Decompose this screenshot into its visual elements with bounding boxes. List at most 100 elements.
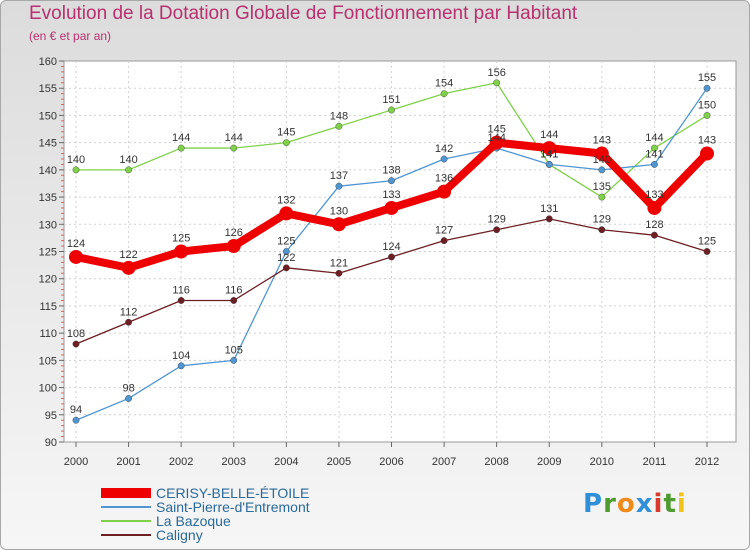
data-label-la-bazoque-2002: 144 [172,132,190,144]
y-tick-label-145: 145 [39,138,57,150]
data-label-cerisy-belle-etoile-2003: 126 [225,227,243,239]
point-la-bazoque-2001 [125,166,132,174]
point-caligny-2008 [493,226,501,234]
data-label-caligny-2009: 131 [540,203,558,215]
legend-label-caligny: Caligny [156,527,203,543]
point-la-bazoque-2000 [72,166,80,174]
data-label-saint-pierre-d-entremont-2006: 138 [382,165,400,177]
data-label-cerisy-belle-etoile-2006: 133 [382,189,400,201]
data-label-la-bazoque-2009: 141 [540,148,558,160]
point-caligny-2010 [598,226,606,234]
data-label-saint-pierre-d-entremont-2009: 141 [540,148,558,160]
point-saint-pierre-d-entremont-2000 [72,416,80,424]
chart-title: Evolution de la Dotation Globale de Fonc… [29,3,578,24]
x-tick-label-2008: 2008 [484,456,508,468]
x-tick-label-2001: 2001 [116,456,140,468]
point-caligny-2004 [282,264,290,272]
point-saint-pierre-d-entremont-2012 [703,84,711,92]
data-label-caligny-2003: 116 [225,284,243,296]
point-saint-pierre-d-entremont-2009 [545,161,553,168]
point-saint-pierre-d-entremont-2004 [282,248,290,255]
data-label-la-bazoque-2011: 144 [645,132,663,144]
data-label-cerisy-belle-etoile-2001: 122 [119,249,137,261]
proxiti-logo: Proxiti [583,489,687,519]
point-cerisy-belle-etoile-2001 [121,260,136,275]
data-label-cerisy-belle-etoile-2005: 130 [330,205,348,217]
logo-letter: o [616,489,636,519]
point-la-bazoque-2008 [493,79,501,87]
data-label-saint-pierre-d-entremont-2011: 141 [645,148,663,160]
point-cerisy-belle-etoile-2012 [700,146,714,161]
y-tick-label-105: 105 [39,355,57,367]
data-label-caligny-2000: 108 [67,328,85,340]
y-tick-label-120: 120 [39,274,57,286]
data-label-caligny-2008: 129 [487,214,505,226]
data-label-saint-pierre-d-entremont-2005: 137 [330,170,348,182]
x-tick-label-2007: 2007 [432,456,456,468]
point-cerisy-belle-etoile-2003 [226,239,241,254]
data-label-caligny-2004: 122 [277,252,295,264]
chart-subtitle: (en € et par an) [29,29,112,43]
y-tick-label-125: 125 [39,247,57,259]
point-cerisy-belle-etoile-2011 [647,200,662,215]
point-caligny-2000 [72,340,80,348]
data-label-caligny-2006: 124 [382,241,400,253]
point-la-bazoque-2003 [230,144,238,152]
point-cerisy-belle-etoile-2006 [384,200,399,215]
legend-swatch-caligny [101,534,151,536]
point-la-bazoque-2002 [177,144,185,152]
data-label-la-bazoque-2010: 135 [593,181,611,193]
data-label-caligny-2005: 121 [330,257,348,269]
point-saint-pierre-d-entremont-2005 [335,182,343,190]
y-tick-label-95: 95 [45,410,57,422]
data-label-la-bazoque-2008: 156 [487,67,505,79]
y-axis: 90 95 100 105 110 115 120 125 130 135 140 145 150 155… [39,56,64,449]
point-la-bazoque-2012 [703,112,711,119]
data-label-la-bazoque-2012: 150 [698,99,716,111]
point-saint-pierre-d-entremont-2001 [125,395,132,402]
data-label-caligny-2007: 127 [435,225,453,237]
legend-swatch-la-bazoque [101,520,151,522]
logo-letter: P [583,489,604,519]
legend-label-saint-pierre-d-entremont: Saint-Pierre-d'Entremont [156,499,310,515]
point-cerisy-belle-etoile-2007 [437,184,452,199]
point-caligny-2006 [388,253,395,261]
legend-swatch-cerisy-belle-etoile [101,488,151,498]
point-la-bazoque-2005 [335,122,343,130]
y-tick-label-135: 135 [39,192,57,204]
data-label-la-bazoque-2006: 151 [382,94,400,106]
x-tick-label-2003: 2003 [222,456,246,468]
x-tick-label-2011: 2011 [643,456,667,468]
y-tick-label-130: 130 [39,219,57,231]
legend-item-la-bazoque: La Bazoque [101,514,310,528]
data-label-la-bazoque-2001: 140 [119,154,137,166]
x-tick-label-2006: 2006 [379,456,403,468]
logo-letter: t [663,489,677,519]
y-tick-label-110: 110 [39,328,57,340]
data-label-cerisy-belle-etoile-2007: 136 [435,173,453,185]
data-label-cerisy-belle-etoile-2008: 145 [487,124,505,136]
point-cerisy-belle-etoile-2000 [69,249,83,264]
legend-label-la-bazoque: La Bazoque [156,513,231,529]
data-label-cerisy-belle-etoile-2012: 143 [698,135,716,147]
point-la-bazoque-2004 [282,139,290,147]
x-tick-label-2000: 2000 [64,456,88,468]
data-label-cerisy-belle-etoile-2000: 124 [67,238,85,250]
point-cerisy-belle-etoile-2008 [489,135,504,150]
logo-letter: x [635,489,654,519]
data-label-caligny-2001: 112 [120,306,138,318]
point-saint-pierre-d-entremont-2011 [651,161,658,168]
data-label-cerisy-belle-etoile-2004: 132 [277,194,295,206]
y-tick-label-140: 140 [39,165,57,177]
x-tick-label-2002: 2002 [169,456,193,468]
point-cerisy-belle-etoile-2009 [542,141,557,156]
data-label-saint-pierre-d-entremont-2004: 125 [277,236,295,248]
x-tick-label-2004: 2004 [274,456,298,468]
x-tick-label-2009: 2009 [537,456,561,468]
data-label-saint-pierre-d-entremont-2002: 104 [172,350,190,362]
point-cerisy-belle-etoile-2005 [331,217,346,232]
point-caligny-2009 [545,215,553,223]
point-caligny-2012 [703,248,711,255]
y-tick-label-90: 90 [45,437,57,449]
